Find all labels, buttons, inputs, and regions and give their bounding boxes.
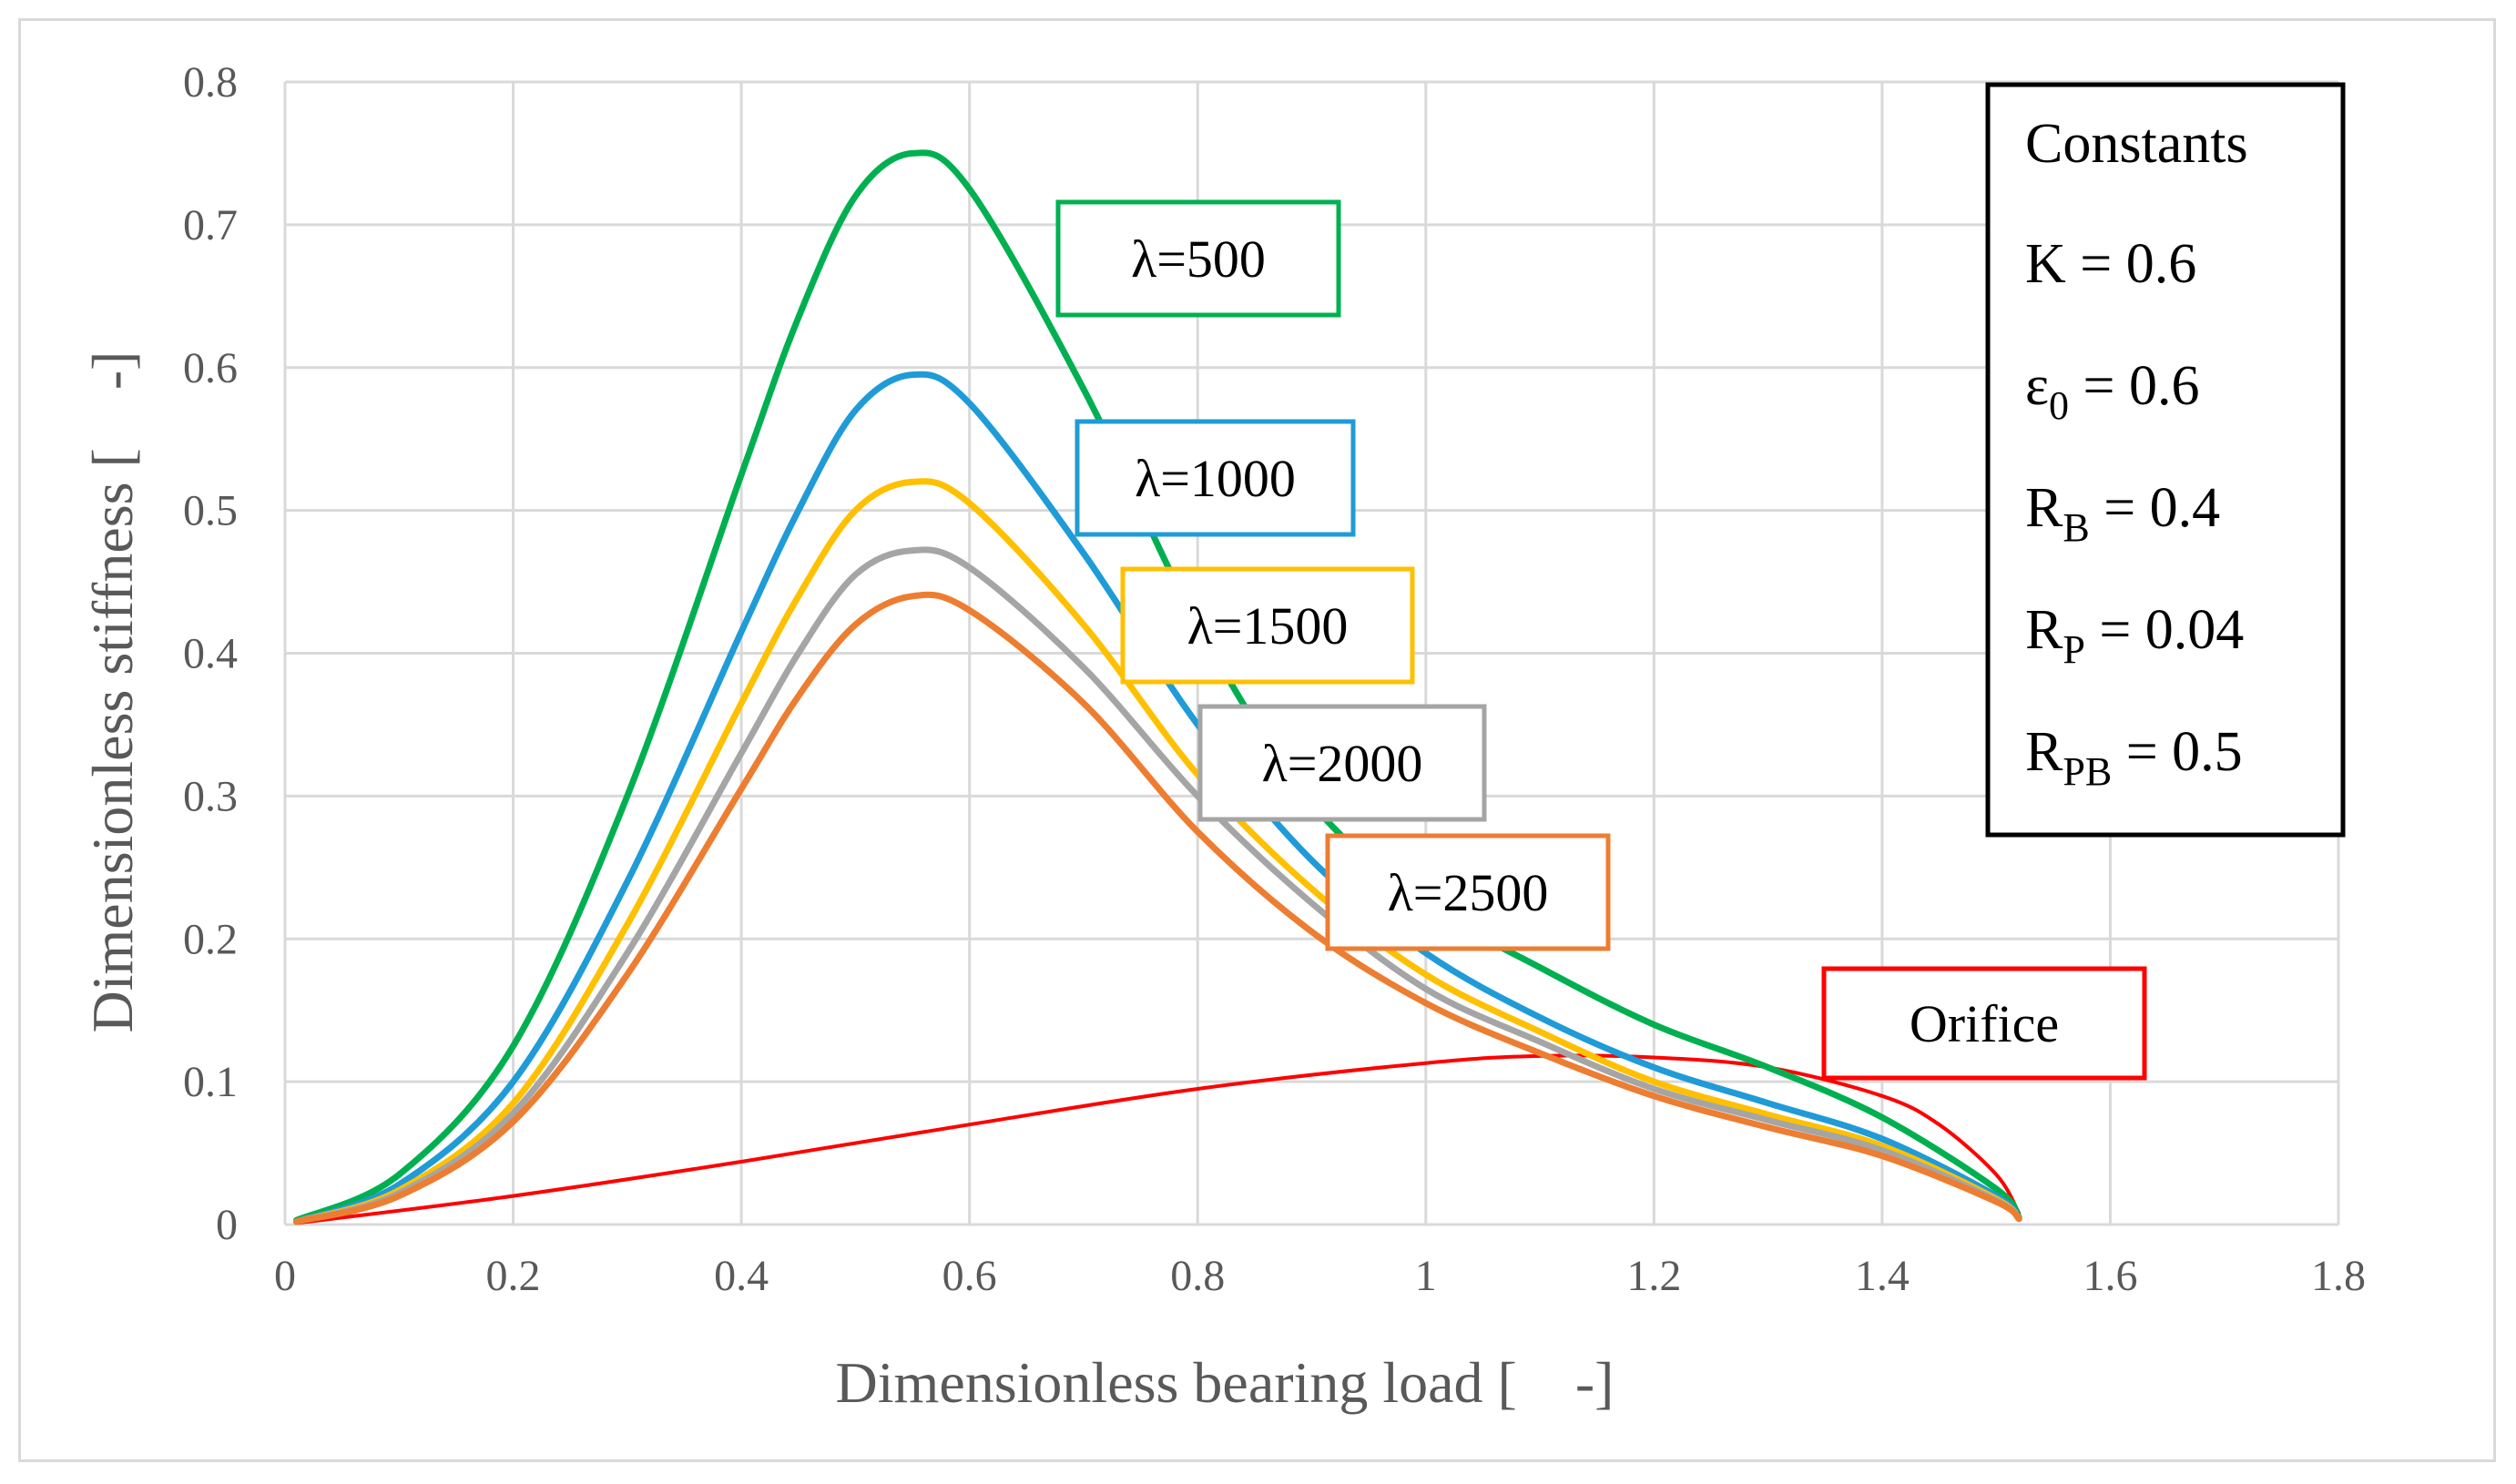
series-label-box-2: λ=1500 bbox=[1120, 566, 1415, 685]
constant-subscript: PB bbox=[2063, 749, 2112, 794]
y-tick-label: 0.6 bbox=[183, 344, 238, 392]
constant-line: ε0 = 0.6 bbox=[2025, 355, 2200, 428]
series-label-frame bbox=[1120, 566, 1415, 685]
constant-symbol: R bbox=[2025, 477, 2063, 539]
constant-subscript: 0 bbox=[2049, 383, 2069, 428]
constant-line: RB = 0.4 bbox=[2025, 477, 2220, 550]
x-tick-label: 1.2 bbox=[1626, 1252, 1681, 1300]
constant-subscript: P bbox=[2063, 627, 2084, 672]
x-tick-label: 1.8 bbox=[2311, 1252, 2366, 1300]
series-label-boxes: λ=500 λ=1000 λ=1500 λ=2000 λ=2500 Orifice bbox=[1055, 199, 2147, 1081]
series-label-frame bbox=[1197, 704, 1487, 822]
constant-value: = 0.4 bbox=[2090, 477, 2220, 539]
x-tick-label: 0.4 bbox=[714, 1252, 769, 1300]
series-label-box-4: λ=2500 bbox=[1325, 833, 1611, 951]
series-label-frame bbox=[1325, 833, 1611, 951]
constant-value: = 0.04 bbox=[2085, 599, 2244, 661]
y-tick-label: 0.8 bbox=[183, 58, 238, 107]
series-label-frame bbox=[1075, 419, 1356, 537]
series-lines bbox=[293, 149, 2022, 1225]
y-tick-label: 0.2 bbox=[183, 915, 238, 963]
series-label-frame bbox=[1055, 199, 1341, 318]
constant-value: = 0.6 bbox=[2069, 355, 2199, 417]
constant-symbol: K bbox=[2025, 233, 2066, 295]
x-tick-label: 0.6 bbox=[942, 1252, 997, 1300]
series-label-box-3: λ=2000 bbox=[1197, 704, 1487, 822]
series-line-5 bbox=[294, 1053, 2022, 1225]
series-line-0 bbox=[293, 149, 2022, 1224]
series-label-box-5: Orifice bbox=[1821, 966, 2147, 1081]
constant-symbol: R bbox=[2025, 599, 2063, 661]
x-tick-label: 0.8 bbox=[1170, 1252, 1225, 1300]
constant-subscript: B bbox=[2063, 505, 2089, 550]
constant-line: RP = 0.04 bbox=[2025, 599, 2244, 672]
y-tick-label: 0.4 bbox=[183, 630, 238, 678]
x-tick-label: 1.4 bbox=[1855, 1252, 1910, 1300]
constant-symbol: R bbox=[2025, 721, 2063, 783]
constants-title: Constants bbox=[2025, 113, 2248, 175]
y-tick-label: 0.1 bbox=[183, 1058, 238, 1106]
constant-symbol: ε bbox=[2025, 355, 2049, 417]
x-tick-label: 0 bbox=[274, 1252, 296, 1300]
y-axis-title: Dimensionless stiffness [ -] bbox=[80, 351, 145, 1033]
series-label: λ=2000 bbox=[1262, 734, 1423, 793]
series-line-3 bbox=[293, 546, 2022, 1225]
series-label: λ=500 bbox=[1131, 229, 1266, 289]
y-tick-label: 0.3 bbox=[183, 772, 238, 820]
series-label: λ=2500 bbox=[1388, 863, 1549, 922]
constant-value: = 0.6 bbox=[2066, 233, 2196, 295]
series-label-box-1: λ=1000 bbox=[1075, 419, 1356, 537]
constant-value: = 0.5 bbox=[2112, 721, 2242, 783]
constant-line: RPB = 0.5 bbox=[2025, 721, 2243, 794]
series-label-frame bbox=[1821, 966, 2147, 1081]
series-label: λ=1500 bbox=[1187, 596, 1349, 656]
y-tick-label: 0 bbox=[216, 1201, 238, 1249]
constant-line: K = 0.6 bbox=[2025, 233, 2196, 295]
tick-labels: 0 0.2 0.4 0.6 0.8 1 1.2 1.4 1.6 1.8 0 0.1 0.2 0.3 0.4 0… bbox=[183, 58, 2366, 1300]
y-tick-label: 0.5 bbox=[183, 487, 238, 535]
series-line-1 bbox=[293, 371, 2022, 1225]
series-label: λ=1000 bbox=[1135, 449, 1296, 508]
x-axis-title: Dimensionless bearing load [ -] bbox=[836, 1350, 1615, 1415]
series-line-2 bbox=[293, 478, 2022, 1225]
x-tick-label: 1.6 bbox=[2083, 1252, 2137, 1300]
x-tick-label: 1 bbox=[1415, 1252, 1437, 1300]
constants-box: Constants K = 0.6ε0 = 0.6RB = 0.4RP = 0.… bbox=[1985, 82, 2346, 838]
series-label-box-0: λ=500 bbox=[1055, 199, 1341, 318]
series-line-4 bbox=[293, 591, 2022, 1225]
constants-box-frame bbox=[1985, 82, 2346, 838]
series-label: Orifice bbox=[1910, 994, 2059, 1053]
y-tick-label: 0.7 bbox=[183, 201, 238, 249]
x-tick-label: 0.2 bbox=[486, 1252, 541, 1300]
